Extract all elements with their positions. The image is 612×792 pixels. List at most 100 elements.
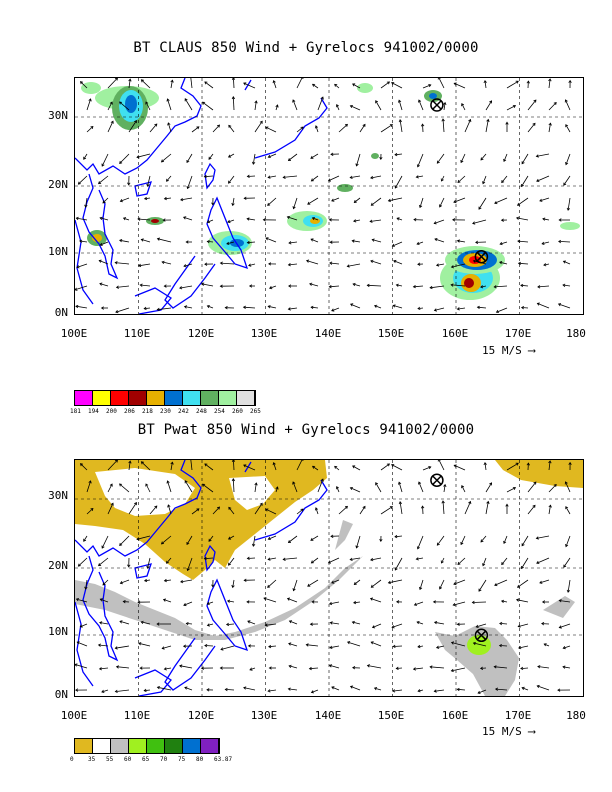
wind-arrow [416,621,424,625]
wind-arrow-head [441,118,445,122]
wind-arrow [307,579,319,587]
wind-arrow-head [535,154,539,158]
wind-arrow-head [265,508,269,512]
lon-label-160e: 160E [441,327,469,340]
colorbar-label: 248 [196,408,207,415]
wind-arrow [356,535,361,549]
vector-scale-arrow: ⟶ [528,725,535,738]
wind-arrow [227,600,235,603]
wind-arrow [517,579,529,588]
wind-arrow-head [254,100,258,104]
wind-arrow-head [272,79,276,84]
wind-arrow-head [517,261,521,266]
wind-arrow-head [453,581,457,586]
wind-arrow [370,557,382,561]
wind-arrow-head [83,156,87,160]
wind-arrow [548,484,557,493]
wind-arrow-head [450,668,454,673]
wind-arrow [311,689,319,693]
wind-arrow-head [436,542,440,546]
wind-arrow-head [353,199,357,203]
wind-arrow-head [452,218,456,222]
wind-arrow-head [265,126,269,130]
wind-arrow-head [119,160,123,164]
wind-arrow [422,506,424,515]
wind-arrow-head [300,508,304,512]
wind-arrow [391,82,403,89]
wind-arrow-head [119,199,123,203]
wind-arrow-head [156,622,160,626]
wind-arrow-head [137,217,141,221]
wind-arrow-head [489,482,492,486]
wind-arrow-head [460,159,464,164]
wind-arrow-head [349,557,353,561]
wind-arrow [391,464,403,471]
colorbar-label: 230 [160,408,171,415]
wind-arrow [227,219,235,223]
wind-arrow-head [119,581,123,585]
wind-arrow-head [532,122,536,126]
wind-arrow-head [471,600,475,605]
wind-arrow-head [300,126,304,130]
wind-arrow [144,307,151,310]
wind-arrow-head [99,216,103,220]
wind-arrow-head [452,603,456,607]
wind-arrow-head [320,96,324,100]
wind-arrow [243,82,256,89]
wind-arrow-head [184,98,188,102]
wind-arrow-head [517,624,521,628]
wind-arrow [329,664,340,669]
wind-arrow [157,238,172,243]
wind-arrow-head [185,240,189,244]
wind-arrow-head [99,242,103,246]
wind-arrow [170,462,173,471]
wind-arrow [461,103,466,111]
wind-arrow-head [268,644,272,649]
wind-arrow-head [440,178,444,182]
wind-arrow-head [242,305,246,310]
wind-arrow [558,303,571,309]
wind-arrow [350,686,361,691]
wind-arrow-head [99,621,103,625]
wind-arrow-head [349,175,353,179]
colorbar-label: 181 [70,408,81,415]
wind-arrow-head [542,217,546,221]
wind-arrow [254,482,257,493]
wind-arrow [380,81,390,89]
wind-arrow-head [375,482,379,486]
colorbar-label: 63.87 [214,756,233,763]
wind-arrow [331,686,340,691]
wind-arrow-head [515,80,519,84]
wind-arrow-head [183,305,188,309]
wind-arrow-head [162,598,167,602]
lon-label-170e: 170E [504,709,532,722]
wind-arrow [80,463,88,471]
wind-arrow [138,642,151,647]
wind-arrow-head [163,667,167,671]
colorbar-label: 35 [88,756,96,763]
wind-arrow [419,197,424,208]
wind-arrow-head [200,666,205,670]
wind-arrow [140,284,151,287]
lon-label-130e: 130E [250,327,278,340]
wind-arrow [243,687,256,691]
wind-arrow-head [248,284,253,288]
wind-arrow [484,462,487,471]
wind-arrow [98,644,109,647]
wind-arrow [85,197,88,208]
wind-arrow [478,197,487,210]
wind-arrow [380,506,393,515]
wind-arrow [518,262,529,265]
wind-arrow [331,307,340,312]
wind-arrow-head [415,175,419,179]
wind-arrow-head [287,158,292,161]
wind-arrow-head [311,465,316,469]
wind-arrow [115,262,130,265]
wind-arrow-head [386,81,391,85]
wind-arrow-head [327,560,331,564]
wind-arrow [119,620,130,625]
wind-arrow-head [370,641,374,645]
wind-arrow [99,622,109,625]
wind-arrow-head [521,686,525,690]
wind-arrow-head [139,283,143,287]
